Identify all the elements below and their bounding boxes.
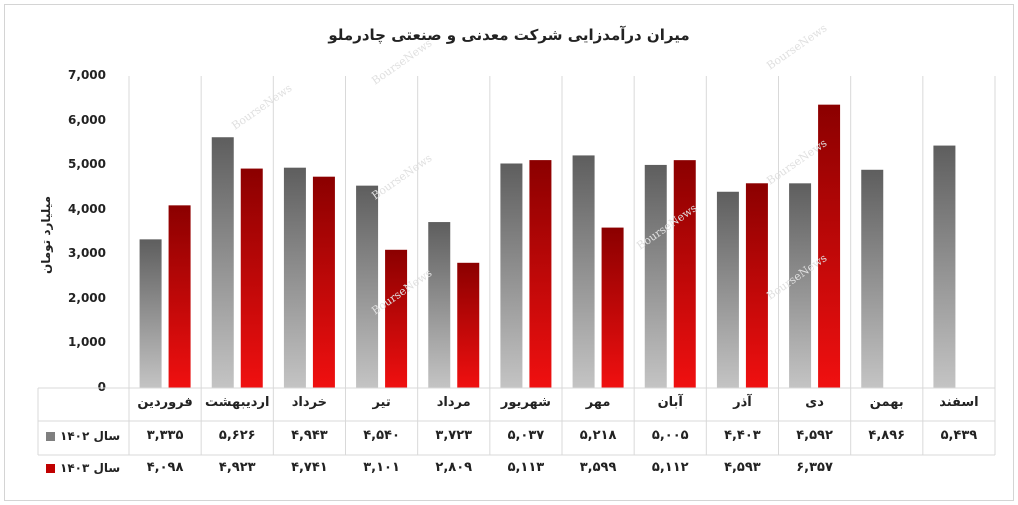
bar bbox=[673, 160, 696, 388]
data-label: ۳,۳۳۵ bbox=[146, 428, 184, 443]
bar bbox=[716, 191, 739, 388]
y-tick-label: 0 bbox=[97, 380, 106, 394]
x-tick-label: تیر bbox=[372, 395, 391, 410]
x-tick-label: اردیبهشت bbox=[205, 395, 270, 410]
watermark: BourseNews bbox=[764, 21, 829, 72]
x-tick-label: بهمن bbox=[869, 395, 904, 410]
bar bbox=[139, 239, 162, 388]
data-label: ۴,۸۹۶ bbox=[868, 428, 906, 443]
bar bbox=[312, 176, 335, 388]
x-tick-label: دی bbox=[805, 395, 824, 410]
data-label: ۳,۵۹۹ bbox=[579, 460, 617, 475]
data-label: ۶,۳۵۷ bbox=[796, 460, 833, 475]
y-tick-label: 1,000 bbox=[68, 335, 106, 350]
data-label: ۳,۷۲۳ bbox=[435, 428, 473, 443]
bar bbox=[385, 249, 408, 388]
legend-swatch bbox=[46, 463, 55, 473]
bar bbox=[644, 164, 667, 388]
bar bbox=[861, 169, 884, 388]
x-tick-label: خرداد bbox=[291, 395, 328, 410]
data-label: ۴,۵۹۲ bbox=[796, 428, 833, 443]
x-tick-label: مرداد bbox=[436, 395, 471, 410]
watermark: BourseNews bbox=[369, 151, 434, 202]
bar bbox=[745, 183, 768, 388]
x-tick-label: اسفند bbox=[939, 395, 979, 410]
data-label: ۳,۱۰۱ bbox=[363, 460, 400, 475]
bar bbox=[818, 104, 841, 389]
x-tick-label: شهریور bbox=[500, 395, 551, 410]
x-tick-label: فروردین bbox=[137, 395, 193, 410]
data-label: ۵,۶۲۶ bbox=[218, 428, 256, 443]
y-tick-label: 5,000 bbox=[68, 157, 106, 172]
data-label: ۵,۱۱۳ bbox=[507, 460, 545, 475]
x-tick-label: آبان bbox=[657, 395, 683, 410]
y-tick-label: 6,000 bbox=[68, 112, 106, 127]
data-label: ۵,۰۳۷ bbox=[507, 428, 545, 443]
data-label: ۲,۸۰۹ bbox=[435, 460, 473, 475]
x-tick-label: آذر bbox=[733, 395, 752, 410]
data-label: ۵,۴۳۹ bbox=[940, 428, 978, 443]
data-label: ۴,۹۴۳ bbox=[291, 428, 328, 443]
x-tick-label: مهر bbox=[585, 395, 611, 410]
bar bbox=[428, 222, 451, 388]
bar bbox=[572, 155, 595, 388]
data-label: ۴,۷۴۱ bbox=[291, 460, 328, 475]
data-label: ۴,۵۴۰ bbox=[363, 428, 400, 443]
legend-swatch bbox=[46, 431, 55, 441]
bar bbox=[500, 163, 523, 388]
data-label: ۴,۹۲۳ bbox=[218, 460, 256, 475]
watermark: BourseNews bbox=[229, 81, 294, 132]
data-label: ۴,۴۰۳ bbox=[724, 428, 761, 443]
y-tick-label: 2,000 bbox=[68, 290, 106, 305]
bar bbox=[211, 137, 234, 388]
chart-title: میران درآمدزایی شرکت معدنی و صنعتی چادرم… bbox=[328, 26, 690, 44]
watermark: BourseNews bbox=[369, 36, 434, 87]
data-label: ۵,۰۰۵ bbox=[651, 428, 689, 443]
data-label: ۴,۰۹۸ bbox=[146, 460, 184, 475]
bar bbox=[168, 205, 191, 388]
data-label: ۵,۱۱۲ bbox=[651, 460, 689, 475]
bar bbox=[933, 145, 956, 388]
bar bbox=[789, 183, 812, 388]
bar bbox=[283, 167, 306, 388]
data-label: ۵,۲۱۸ bbox=[579, 428, 617, 443]
legend-entry: سال ۱۴۰۲ bbox=[46, 429, 120, 443]
data-label: ۴,۵۹۳ bbox=[724, 460, 761, 475]
bar bbox=[240, 168, 263, 388]
bar bbox=[529, 160, 552, 388]
bar bbox=[356, 185, 379, 388]
y-tick-label: 3,000 bbox=[68, 246, 106, 261]
legend-entry: سال ۱۴۰۳ bbox=[46, 461, 120, 475]
bar bbox=[601, 227, 624, 388]
bar bbox=[457, 262, 480, 388]
legend-label: سال ۱۴۰۳ bbox=[60, 461, 121, 475]
legend-label: سال ۱۴۰۲ bbox=[60, 429, 121, 443]
y-tick-label: 4,000 bbox=[68, 201, 106, 216]
y-tick-label: 7,000 bbox=[68, 68, 106, 82]
